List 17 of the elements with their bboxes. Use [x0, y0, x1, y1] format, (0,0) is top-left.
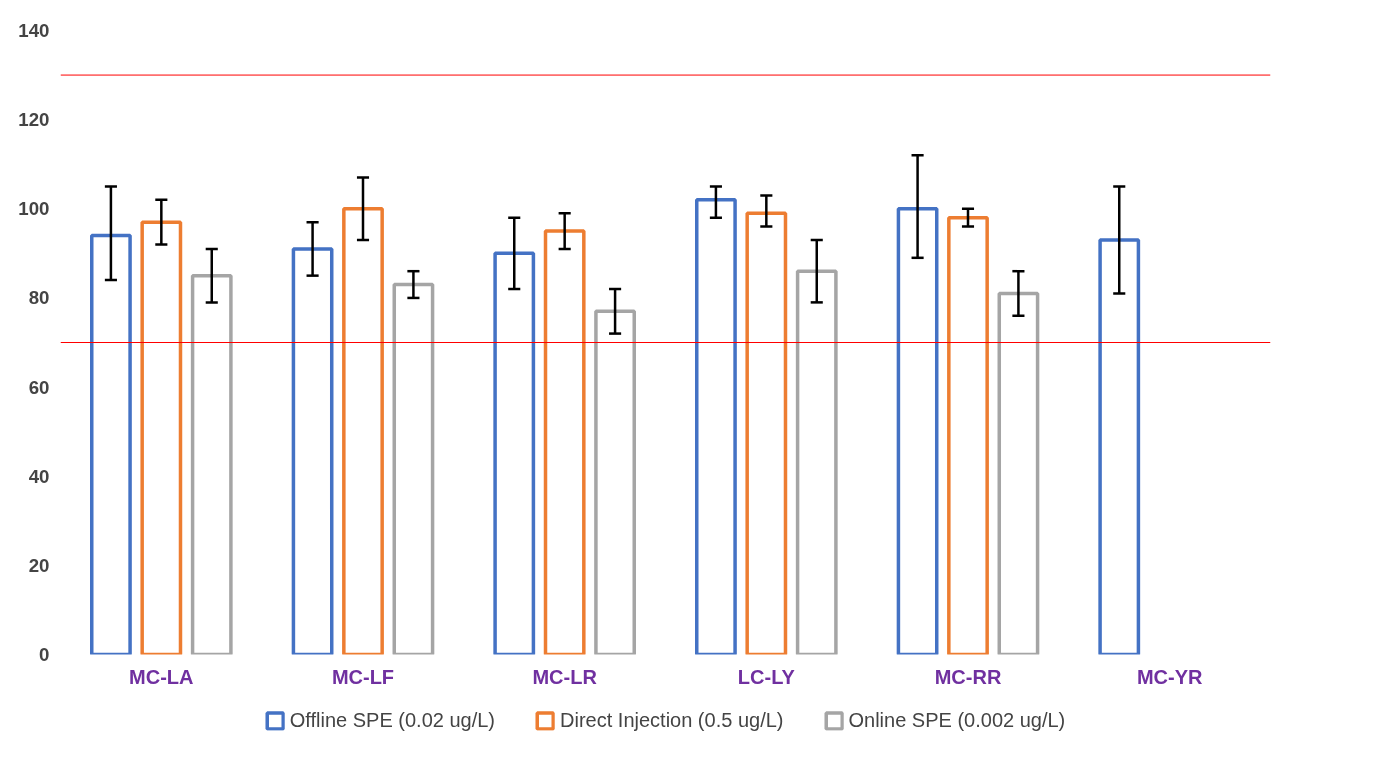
x-tick-label: MC-RR	[934, 665, 1002, 688]
legend-label: Offline SPE (0.02 ug/L)	[289, 708, 496, 732]
y-tick-label: 40	[28, 465, 50, 487]
x-tick-label: MC-LA	[129, 665, 194, 688]
y-tick-label: 60	[28, 376, 50, 398]
y-tick-label: 120	[18, 109, 50, 131]
x-tick-label: MC-YR	[1136, 665, 1203, 688]
y-tick-label: 20	[28, 554, 50, 576]
y-tick-label: 0	[39, 644, 50, 665]
y-tick-label: 100	[18, 198, 50, 220]
legend-label: Direct Injection (0.5 ug/L)	[560, 708, 784, 732]
x-tick-label: LC-LY	[737, 665, 796, 688]
x-tick-label: MC-LF	[331, 665, 395, 688]
x-tick-label: MC-LR	[532, 665, 598, 688]
y-tick-label: 140	[18, 20, 50, 41]
y-tick-label: 80	[28, 287, 50, 309]
legend-label: Online SPE (0.002 ug/L)	[848, 708, 1066, 732]
